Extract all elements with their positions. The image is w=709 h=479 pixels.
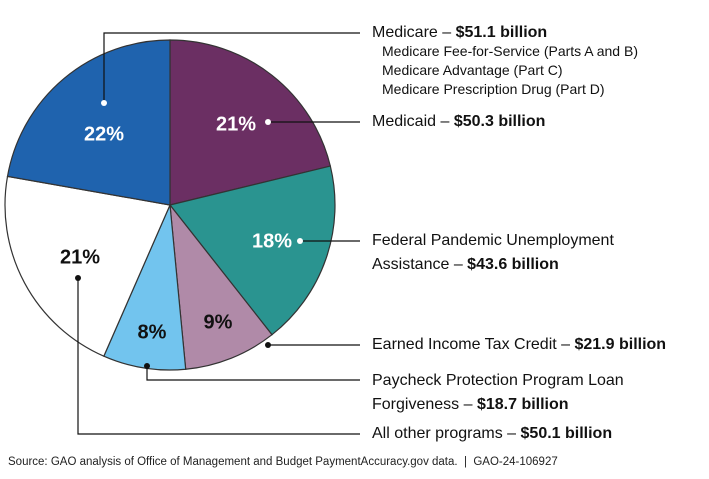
pie-slice: [169, 203, 273, 370]
slice-label: 18%: [252, 230, 292, 252]
legend-amount: $50.1 billion: [520, 425, 613, 442]
legend-label: Medicare –: [372, 24, 452, 41]
legend-amount: $51.1 billion: [455, 24, 548, 41]
slice-label: 21%: [60, 246, 100, 268]
legend-entry: Paycheck Protection Program Loan Forgive…: [372, 369, 652, 417]
legend-amount: $18.7 billion: [476, 396, 569, 413]
connector-dot: [144, 363, 150, 369]
medicare-part: Medicare Prescription Drug (Part D): [382, 81, 605, 97]
legend-label: Federal Pandemic Unemployment Assistance…: [372, 232, 614, 273]
source-note: Source: GAO analysis of Office of Manage…: [8, 456, 558, 468]
slice-label: 8%: [138, 321, 167, 343]
medicare-part: Medicare Fee-for-Service (Parts A and B): [382, 43, 638, 59]
legend-label: Earned Income Tax Credit –: [372, 336, 571, 353]
connector: [77, 278, 360, 435]
connector-dot: [101, 100, 107, 106]
legend-entry: Medicaid – $50.3 billion: [372, 110, 702, 134]
connector: [146, 366, 360, 381]
connector-dot: [265, 342, 271, 348]
legend-entry: Medicare – $51.1 billion: [372, 21, 709, 45]
legend-label: Paycheck Protection Program Loan Forgive…: [372, 372, 624, 413]
legend-amount: $21.9 billion: [574, 336, 667, 353]
legend-entry: All other programs – $50.1 billion: [372, 422, 709, 446]
legend-entry: Federal Pandemic Unemployment Assistance…: [372, 229, 662, 277]
pie-slice: [169, 39, 332, 206]
slice-label: 21%: [216, 113, 256, 135]
legend-amount: $43.6 billion: [467, 256, 559, 273]
connector-dot: [297, 238, 303, 244]
pie-slice: [168, 165, 336, 336]
legend-label: Medicaid –: [372, 113, 450, 130]
connector-dot: [265, 119, 271, 125]
slice-label: 9%: [204, 311, 233, 333]
connector: [103, 32, 360, 103]
pie-slice: [6, 39, 171, 206]
legend-label: All other programs –: [372, 425, 517, 442]
legend-amount: $50.3 billion: [453, 113, 546, 130]
slice-label: 22%: [84, 123, 124, 145]
legend-entry: Earned Income Tax Credit – $21.9 billion: [372, 333, 709, 357]
pie-slice: [4, 175, 171, 357]
connector-dot: [75, 275, 81, 281]
medicare-part: Medicare Advantage (Part C): [382, 62, 563, 78]
